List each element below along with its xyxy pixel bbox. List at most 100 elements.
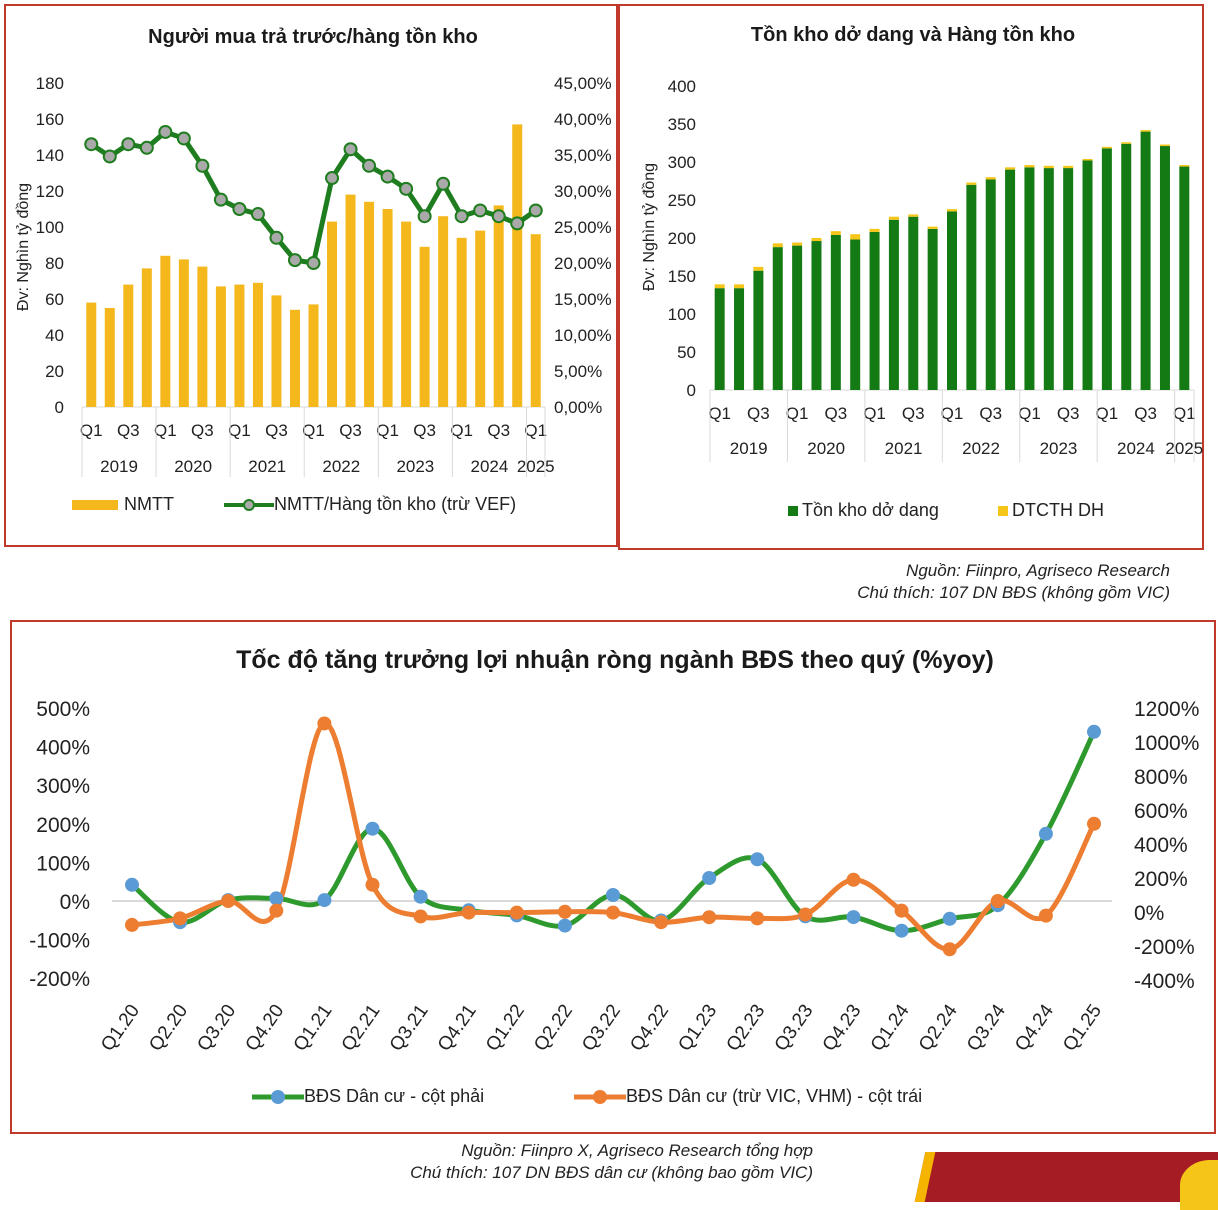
bar-nmtt [364,201,375,407]
bar-nmtt [271,295,282,407]
y-tick-label: 400% [36,737,90,760]
bar-dtcth [966,182,977,185]
x-tick-label: Q4.23 [819,1001,866,1055]
bar-nmtt [123,284,134,407]
x-tick-quarter: Q1 [228,421,251,440]
bar-nmtt [493,205,504,407]
bar-dtcth [985,177,996,180]
point-ratio [102,149,117,164]
bar-nmtt [401,221,412,407]
point-ratio [417,209,432,224]
x-tick-label: Q2.22 [530,1001,577,1055]
x-tick-quarter: Q3 [339,421,362,440]
source-text: Nguồn: Fiinpro, Agriseco Research [906,561,1170,580]
x-tick-year: 2024 [1117,439,1155,458]
point-residential-ex-vic [173,911,188,926]
bar-dtcth [772,243,783,248]
x-tick-label: Q1.20 [97,1001,144,1055]
point-residential-ex-vic [702,910,717,925]
point-residential-ex-vic [798,907,813,922]
bar-wip [830,234,841,390]
y2-tick-label: -400% [1134,970,1195,993]
x-tick-quarter: Q1 [863,404,886,423]
point-residential [750,852,765,867]
chart-panel-inventory: Tồn kho dở dang và Hàng tồn kho 0 50 100 15… [618,4,1204,550]
bar-dtcth [908,214,919,217]
y2-tick-label: 15,00% [554,290,612,309]
y2-tick-label: 800% [1134,766,1188,789]
bar-wip [1179,166,1190,390]
bar-nmtt [327,221,338,407]
y-tick-label: 60 [45,290,64,309]
x-tick-year: 2022 [322,457,360,476]
bar-wip [1121,143,1132,390]
bar-nmtt [178,259,189,407]
point-ratio [139,140,154,155]
caption-text: Chú thích: 107 DN BĐS (không gồm VIC) [857,583,1170,602]
x-tick-year: 2020 [174,457,212,476]
point-residential-ex-vic [606,905,620,920]
legend-label: Tồn kho dở dang [802,500,939,520]
legend-item-ratio: NMTT/Hàng tồn kho (trừ VEF) [224,494,516,515]
x-tick-quarter: Q1 [450,421,473,440]
y-tick-label: 100% [36,852,90,875]
y2-tick-label: 35,00% [554,146,612,165]
x-tick-quarter: Q3 [117,421,140,440]
point-residential [365,821,380,836]
bar-wip [1101,148,1112,390]
y2-tick-label: 200% [1134,868,1188,891]
point-residential [269,891,284,906]
top-source-note: Nguồn: Fiinpro, Agriseco Research Chú th… [857,560,1170,604]
bar-nmtt [456,237,467,407]
bar-wip [1140,131,1151,390]
x-tick-year: 2021 [885,439,923,458]
x-tick-label: Q1.25 [1059,1001,1106,1055]
point-ratio [176,131,191,146]
bar-nmtt [382,209,393,407]
point-ratio [343,142,358,157]
bar-wip [811,241,822,390]
x-tick-label: Q2.24 [915,1000,962,1055]
bar-wip [966,184,977,390]
point-residential-ex-vic [125,917,139,932]
point-residential [1087,724,1101,739]
point-ratio [250,207,265,222]
point-ratio [325,171,340,186]
y2-tick-label: 1000% [1134,732,1199,755]
bar-nmtt [197,266,208,407]
bar-dtcth [1005,167,1016,170]
bar-dtcth [1063,165,1074,169]
y-tick-label: 300% [36,775,90,798]
chart-panel-prepayment-ratio: Người mua trả trước/hàng tồn kho 0 20 40 60… [4,4,618,547]
bar-nmtt [475,230,486,407]
x-tick-label: Q3.23 [771,1001,818,1055]
point-residential-ex-vic [654,915,669,930]
bar-wip [927,228,938,390]
bar-nmtt [308,304,319,407]
bar-wip [1043,168,1054,390]
y-tick-label: -200% [29,968,90,991]
bar-wip [908,216,919,390]
bar-nmtt [141,268,152,407]
x-tick-label: Q4.24 [1011,1000,1058,1055]
y-tick-label: 250 [668,191,696,210]
point-residential-ex-vic [557,904,572,919]
legend-label: BĐS Dân cư - cột phải [304,1086,485,1106]
legend-label: NMTT [124,494,174,514]
x-tick-year: 2023 [396,457,434,476]
point-residential [894,923,909,938]
bar-wip [947,211,957,390]
legend-line-marker-icon [574,1089,626,1104]
bar-wip [753,270,764,390]
y-tick-label: 20 [45,362,64,381]
bar-dtcth [1140,130,1151,132]
x-tick-label: Q1.23 [674,1001,721,1055]
legend-item-residential-ex-vic: BĐS Dân cư (trừ VIC, VHM) - cột trái [574,1086,922,1107]
bar-dtcth [869,228,880,232]
bar-nmtt [530,234,541,407]
legend-line-marker-icon [224,498,274,511]
x-tick-quarter: Q3 [1134,404,1157,423]
x-tick-year: 2019 [730,439,768,458]
chart-title: Tồn kho dở dang và Hàng tồn kho [750,24,1076,46]
x-tick-quarter: Q1 [376,421,399,440]
